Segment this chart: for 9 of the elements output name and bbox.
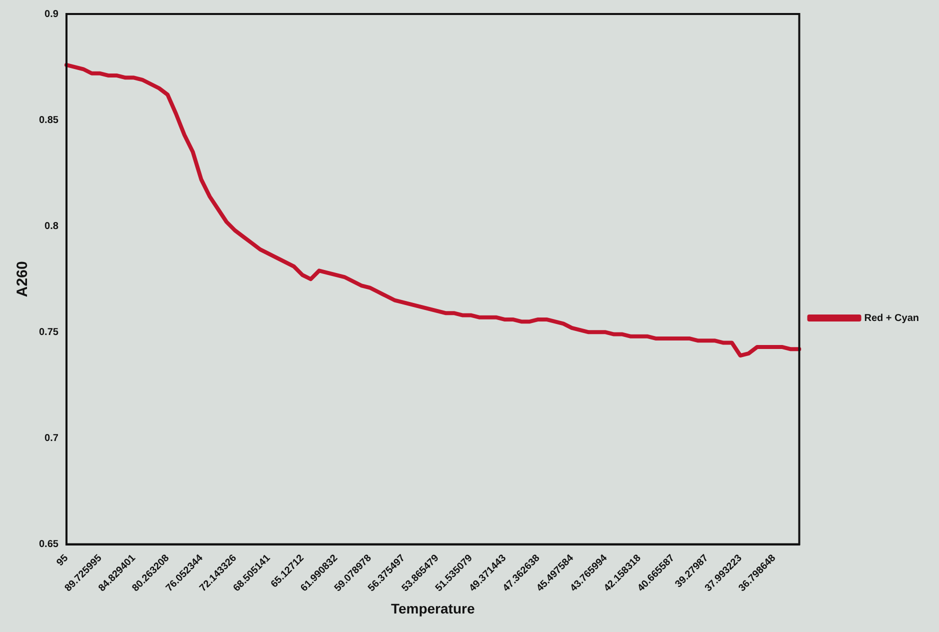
legend-label: Red + Cyan [864, 312, 920, 324]
y-tick-label: 0.9 [44, 8, 59, 20]
y-tick-label: 0.65 [38, 539, 59, 550]
x-axis-title: Temperature [390, 600, 475, 616]
y-tick-label: 0.85 [38, 114, 59, 126]
y-tick-label: 0.7 [44, 432, 59, 444]
y-tick-label: 0.75 [38, 326, 59, 338]
y-tick-label: 0.8 [44, 220, 59, 232]
y-axis-title: A260 [14, 261, 32, 298]
